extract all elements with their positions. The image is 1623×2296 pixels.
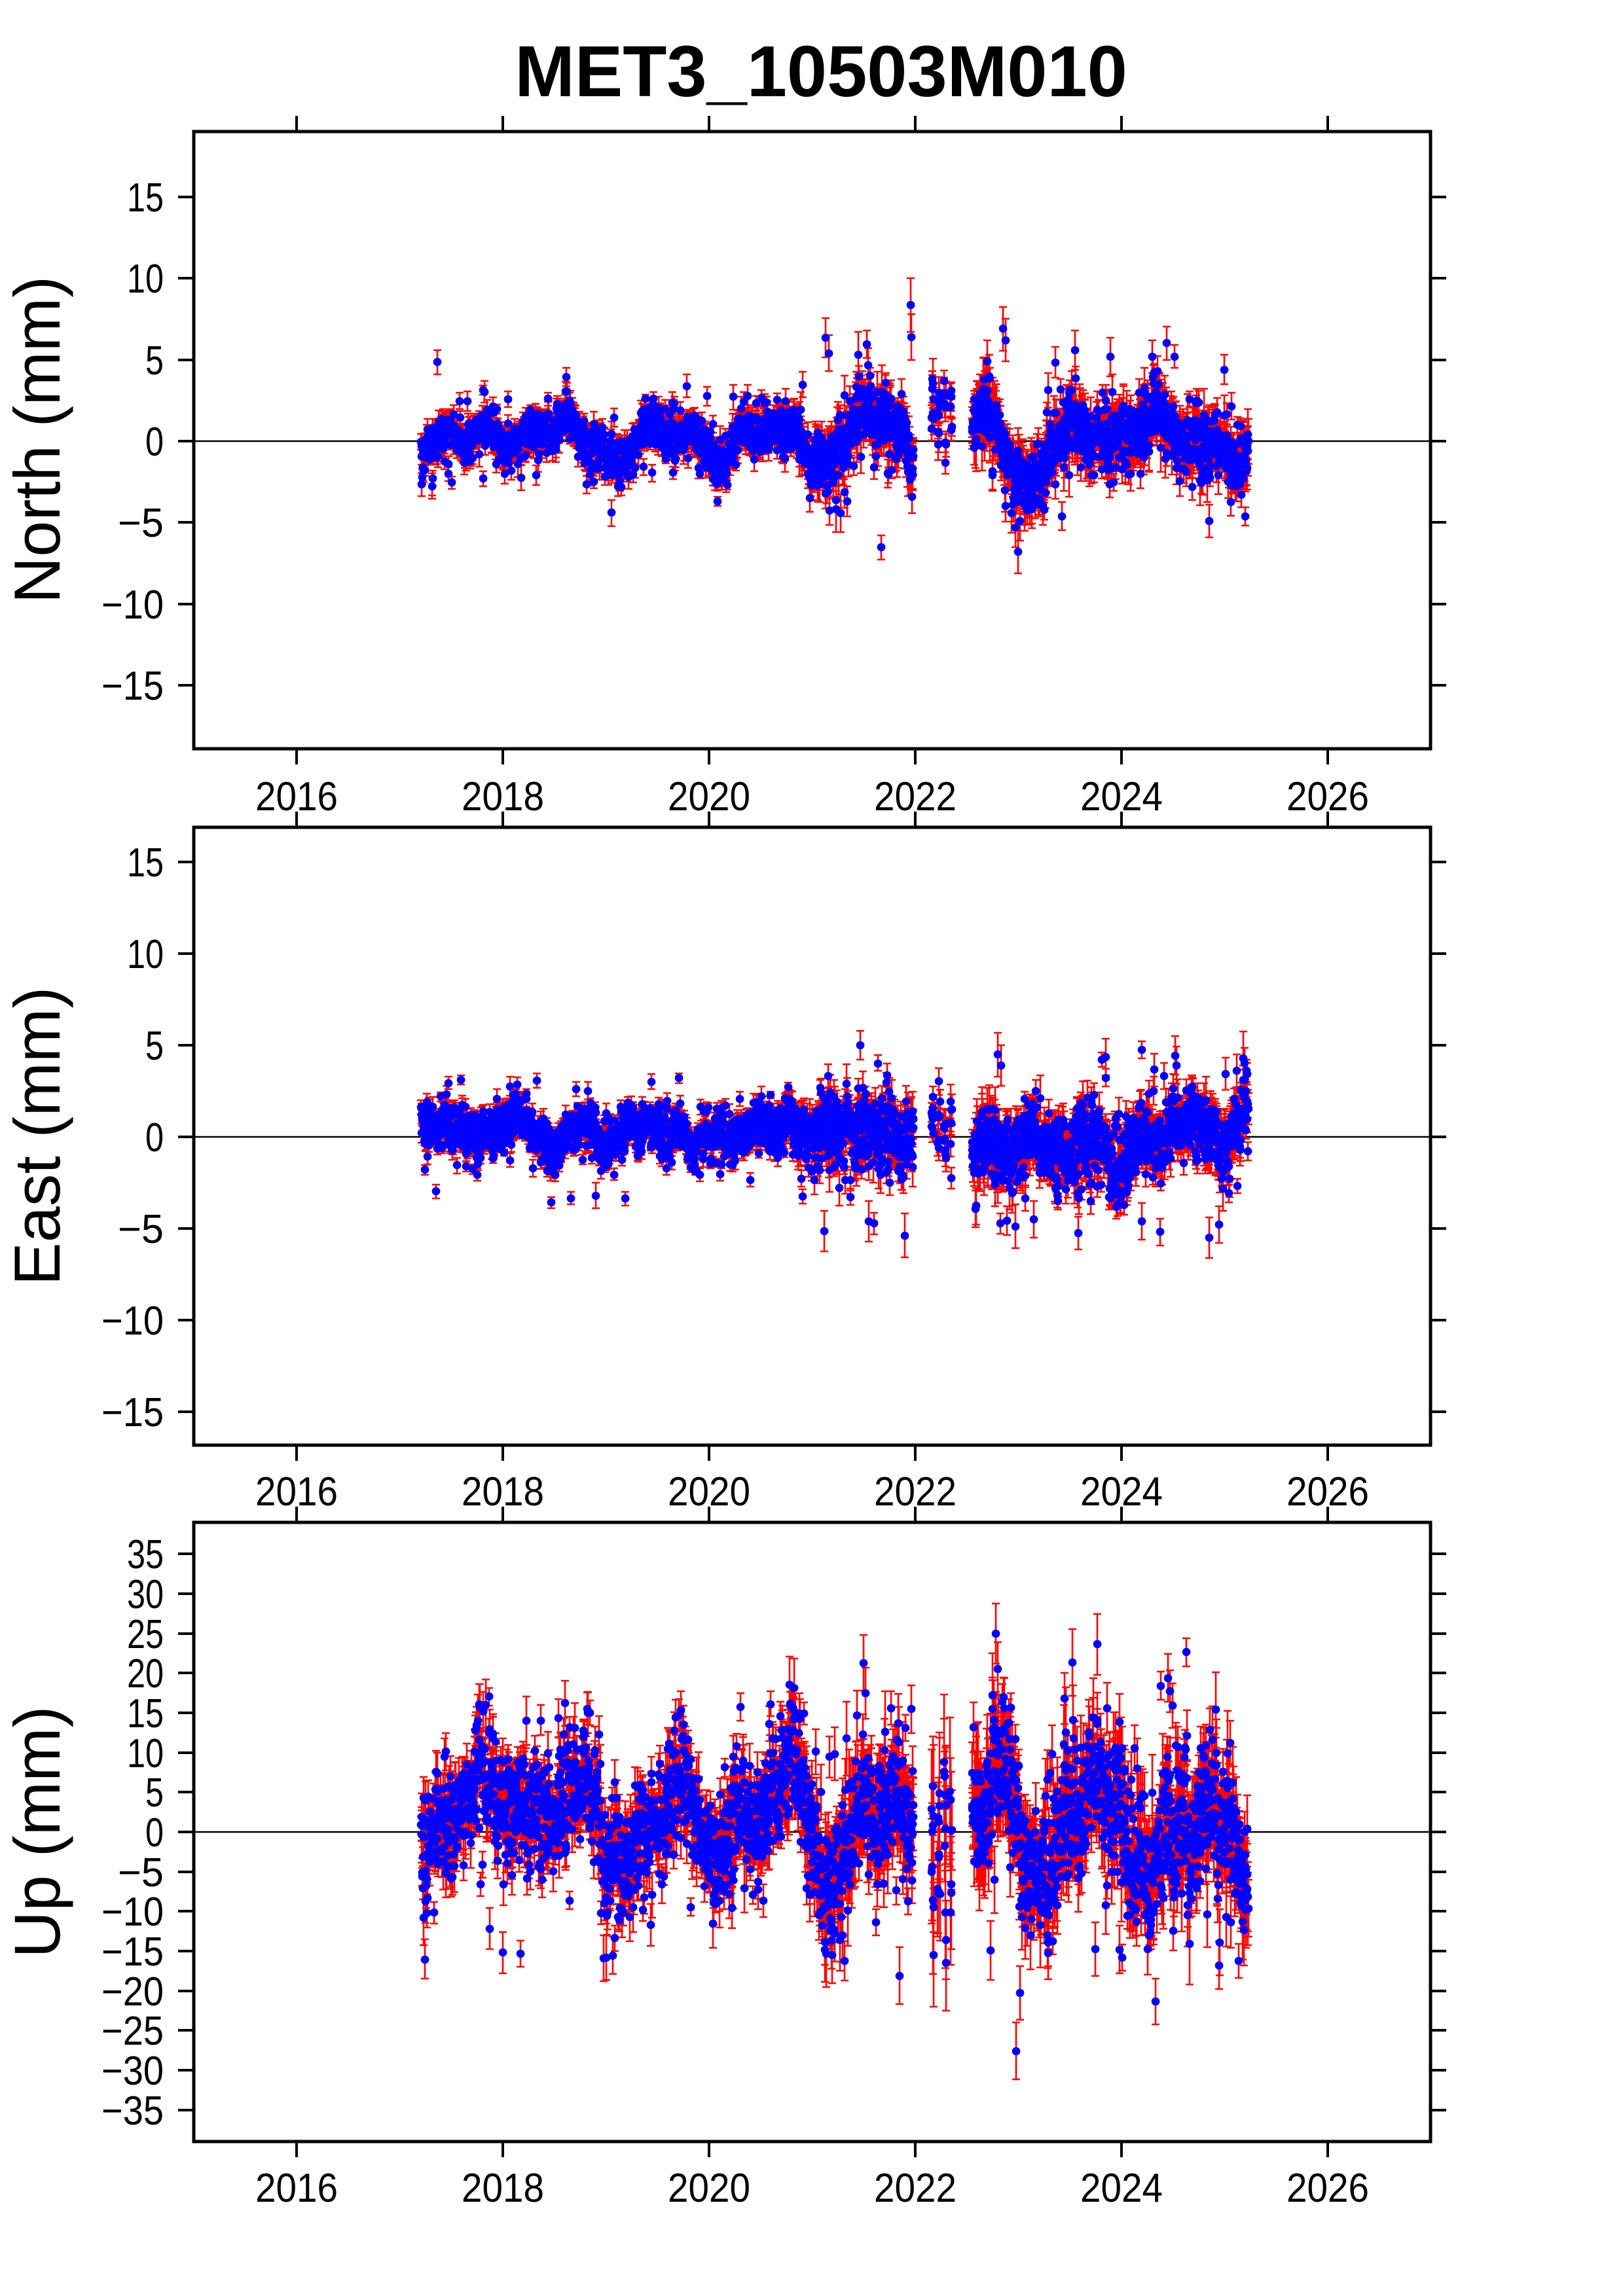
svg-text:2022: 2022 [874,2166,957,2211]
svg-text:5: 5 [145,338,164,384]
svg-text:20: 20 [127,1651,164,1696]
svg-text:35: 35 [127,1532,164,1577]
svg-text:−15: −15 [101,1390,164,1435]
svg-text:2016: 2016 [255,2166,338,2211]
svg-text:−25: −25 [101,2009,164,2054]
svg-text:10: 10 [127,1731,164,1776]
svg-text:−30: −30 [101,2049,164,2094]
svg-text:0: 0 [145,1810,164,1856]
svg-text:0: 0 [145,420,164,465]
svg-text:−15: −15 [101,1929,164,1975]
svg-text:−10: −10 [101,583,164,628]
svg-text:2020: 2020 [668,1469,750,1515]
svg-text:2026: 2026 [1286,1469,1369,1515]
svg-text:30: 30 [127,1572,164,1617]
svg-text:2024: 2024 [1080,1469,1163,1515]
svg-text:5: 5 [145,1024,164,1069]
svg-text:2018: 2018 [462,1469,544,1515]
svg-text:2016: 2016 [255,1469,338,1515]
svg-text:25: 25 [127,1612,164,1657]
svg-text:5: 5 [145,1770,164,1816]
svg-text:15: 15 [127,1691,164,1736]
svg-text:−35: −35 [101,2089,164,2134]
svg-text:North (mm): North (mm) [1,276,73,603]
svg-text:0: 0 [145,1115,164,1160]
svg-text:−10: −10 [101,1299,164,1344]
svg-text:2018: 2018 [462,2166,544,2211]
svg-text:−15: −15 [101,664,164,709]
svg-text:10: 10 [127,932,164,977]
svg-text:2022: 2022 [874,1469,957,1515]
svg-text:−20: −20 [101,1969,164,2015]
svg-text:15: 15 [127,840,164,886]
svg-text:2018: 2018 [462,774,544,819]
svg-text:MET3_10503M010: MET3_10503M010 [515,31,1127,112]
svg-text:15: 15 [127,175,164,221]
svg-text:2026: 2026 [1286,774,1369,819]
svg-text:2016: 2016 [255,774,338,819]
svg-text:East (mm): East (mm) [1,987,73,1285]
svg-text:−5: −5 [118,1207,164,1252]
svg-text:−5: −5 [118,501,164,546]
svg-text:−5: −5 [118,1850,164,1895]
svg-text:2022: 2022 [874,774,957,819]
svg-text:2026: 2026 [1286,2166,1369,2211]
svg-text:2020: 2020 [668,2166,750,2211]
svg-text:2024: 2024 [1080,2166,1163,2211]
svg-text:2024: 2024 [1080,774,1163,819]
svg-text:10: 10 [127,257,164,302]
svg-text:−10: −10 [101,1890,164,1935]
svg-text:Up (mm): Up (mm) [1,1706,73,1958]
svg-text:2020: 2020 [668,774,750,819]
